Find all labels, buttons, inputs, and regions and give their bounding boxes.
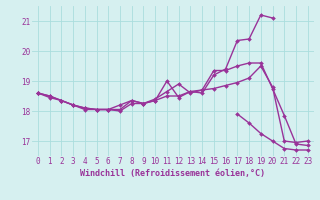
X-axis label: Windchill (Refroidissement éolien,°C): Windchill (Refroidissement éolien,°C) (80, 169, 265, 178)
